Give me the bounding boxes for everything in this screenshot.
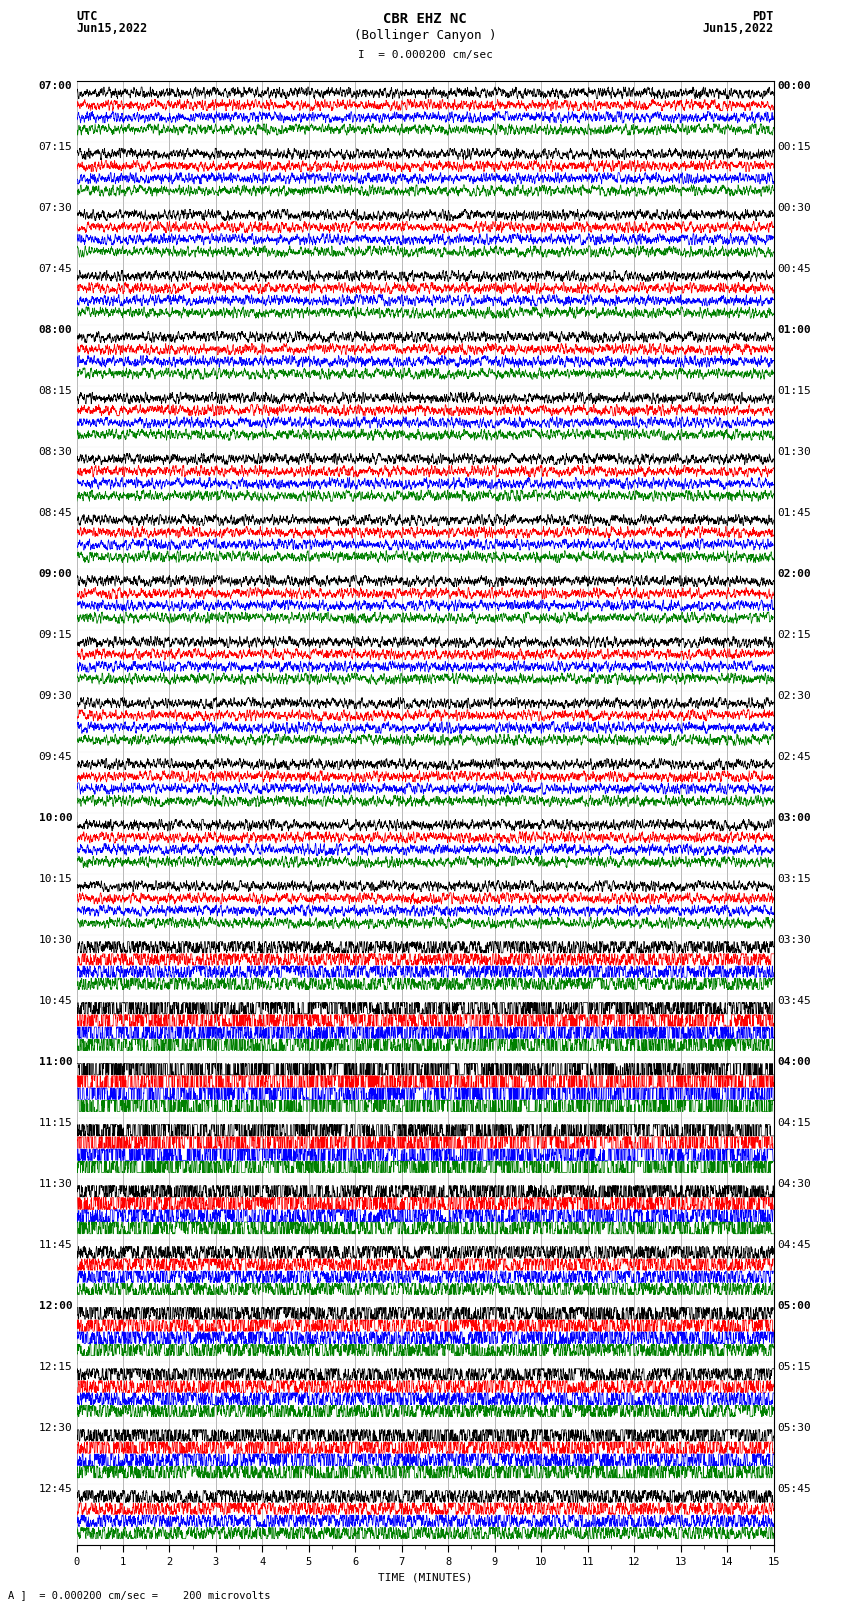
- Text: Jun15,2022: Jun15,2022: [76, 23, 148, 35]
- Text: 01:15: 01:15: [778, 386, 812, 395]
- Text: 07:00: 07:00: [38, 81, 72, 90]
- Text: 05:45: 05:45: [778, 1484, 812, 1494]
- Text: 11:15: 11:15: [38, 1118, 72, 1127]
- Text: 04:00: 04:00: [778, 1057, 812, 1068]
- Text: 02:15: 02:15: [778, 631, 812, 640]
- Text: 03:15: 03:15: [778, 874, 812, 884]
- Text: UTC: UTC: [76, 10, 98, 23]
- Text: 08:30: 08:30: [38, 447, 72, 456]
- Text: 01:30: 01:30: [778, 447, 812, 456]
- Text: 10:45: 10:45: [38, 997, 72, 1007]
- Text: 10:15: 10:15: [38, 874, 72, 884]
- Text: 09:30: 09:30: [38, 690, 72, 702]
- Text: PDT: PDT: [752, 10, 774, 23]
- Text: 12:30: 12:30: [38, 1423, 72, 1434]
- Text: 02:45: 02:45: [778, 752, 812, 761]
- Text: 07:45: 07:45: [38, 265, 72, 274]
- Text: 00:00: 00:00: [778, 81, 812, 90]
- Text: 12:15: 12:15: [38, 1361, 72, 1373]
- Text: 07:15: 07:15: [38, 142, 72, 152]
- Text: 08:00: 08:00: [38, 324, 72, 336]
- Text: I  = 0.000200 cm/sec: I = 0.000200 cm/sec: [358, 50, 492, 60]
- Text: 08:15: 08:15: [38, 386, 72, 395]
- Text: 03:45: 03:45: [778, 997, 812, 1007]
- X-axis label: TIME (MINUTES): TIME (MINUTES): [377, 1573, 473, 1582]
- Text: 09:15: 09:15: [38, 631, 72, 640]
- Text: 03:30: 03:30: [778, 936, 812, 945]
- Text: 08:45: 08:45: [38, 508, 72, 518]
- Text: 05:15: 05:15: [778, 1361, 812, 1373]
- Text: 12:45: 12:45: [38, 1484, 72, 1494]
- Text: 04:45: 04:45: [778, 1240, 812, 1250]
- Text: 01:45: 01:45: [778, 508, 812, 518]
- Text: 00:15: 00:15: [778, 142, 812, 152]
- Text: 05:00: 05:00: [778, 1302, 812, 1311]
- Text: 04:30: 04:30: [778, 1179, 812, 1189]
- Text: 10:30: 10:30: [38, 936, 72, 945]
- Text: 03:00: 03:00: [778, 813, 812, 823]
- Text: 07:30: 07:30: [38, 203, 72, 213]
- Text: 09:00: 09:00: [38, 569, 72, 579]
- Text: 00:45: 00:45: [778, 265, 812, 274]
- Text: 11:30: 11:30: [38, 1179, 72, 1189]
- Text: 05:30: 05:30: [778, 1423, 812, 1434]
- Text: 04:15: 04:15: [778, 1118, 812, 1127]
- Text: 01:00: 01:00: [778, 324, 812, 336]
- Text: 00:30: 00:30: [778, 203, 812, 213]
- Text: (Bollinger Canyon ): (Bollinger Canyon ): [354, 29, 496, 42]
- Text: 11:45: 11:45: [38, 1240, 72, 1250]
- Text: A ]  = 0.000200 cm/sec =    200 microvolts: A ] = 0.000200 cm/sec = 200 microvolts: [8, 1590, 271, 1600]
- Text: 09:45: 09:45: [38, 752, 72, 761]
- Text: 11:00: 11:00: [38, 1057, 72, 1068]
- Text: Jun15,2022: Jun15,2022: [702, 23, 774, 35]
- Text: 12:00: 12:00: [38, 1302, 72, 1311]
- Text: 02:00: 02:00: [778, 569, 812, 579]
- Text: CBR EHZ NC: CBR EHZ NC: [383, 11, 467, 26]
- Text: 02:30: 02:30: [778, 690, 812, 702]
- Text: 10:00: 10:00: [38, 813, 72, 823]
